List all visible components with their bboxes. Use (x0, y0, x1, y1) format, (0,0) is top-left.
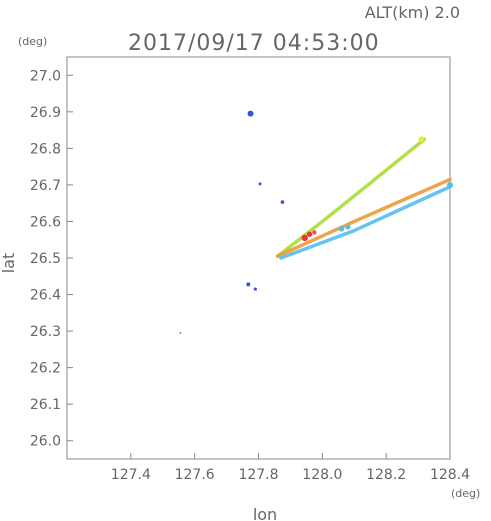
y-tick-label: 26.6 (30, 214, 61, 230)
y-unit-label: (deg) (18, 35, 47, 48)
echo-point (301, 234, 308, 242)
y-tick-label: 26.1 (30, 397, 61, 413)
plot-frame (66, 56, 451, 460)
echo-point (338, 225, 345, 232)
echo-point (306, 231, 313, 237)
beam-paths (275, 137, 452, 260)
echo-point (179, 332, 182, 334)
x-tick-label: 128.2 (366, 467, 406, 483)
echo-point (246, 282, 251, 287)
echo-point (258, 182, 262, 186)
lower-beam-top (275, 177, 452, 258)
y-tick-label: 26.4 (30, 288, 61, 304)
y-tick-label: 27.0 (30, 68, 61, 84)
x-tick-label: 128.4 (430, 467, 470, 483)
echo-points (179, 110, 453, 334)
lower-beam-bottom (279, 184, 452, 260)
x-ticks: 127.4 127.6 127.8 128.0 128.2 128.4 (111, 453, 470, 483)
chart-title: 2017/09/17 04:53:00 (128, 31, 380, 56)
echo-point (447, 181, 453, 188)
echo-point (345, 224, 351, 230)
echo-point (312, 230, 317, 235)
y-ticks: 26.0 26.1 26.2 26.3 26.4 26.5 26.6 26.7 26.8 26.9… (30, 68, 73, 450)
x-tick-label: 127.8 (238, 467, 278, 483)
altitude-label: ALT(km) 2.0 (365, 3, 460, 22)
echo-point (253, 287, 257, 291)
upper-beam (275, 137, 427, 258)
x-axis-label: lon (253, 505, 277, 521)
y-tick-label: 26.7 (30, 178, 61, 194)
x-tick-label: 127.6 (175, 467, 215, 483)
echo-point (280, 200, 285, 204)
y-tick-label: 26.0 (30, 434, 61, 450)
x-tick-label: 128.0 (302, 467, 342, 483)
y-axis-label: lat (0, 253, 18, 274)
y-tick-label: 26.2 (30, 361, 61, 377)
x-unit-label: (deg) (451, 487, 480, 500)
y-tick-label: 26.5 (30, 251, 61, 267)
echo-point (247, 110, 254, 117)
echo-point (418, 136, 425, 143)
y-tick-label: 26.8 (30, 141, 61, 157)
y-tick-label: 26.3 (30, 324, 61, 340)
y-tick-label: 26.9 (30, 105, 61, 121)
x-tick-label: 127.4 (111, 467, 151, 483)
